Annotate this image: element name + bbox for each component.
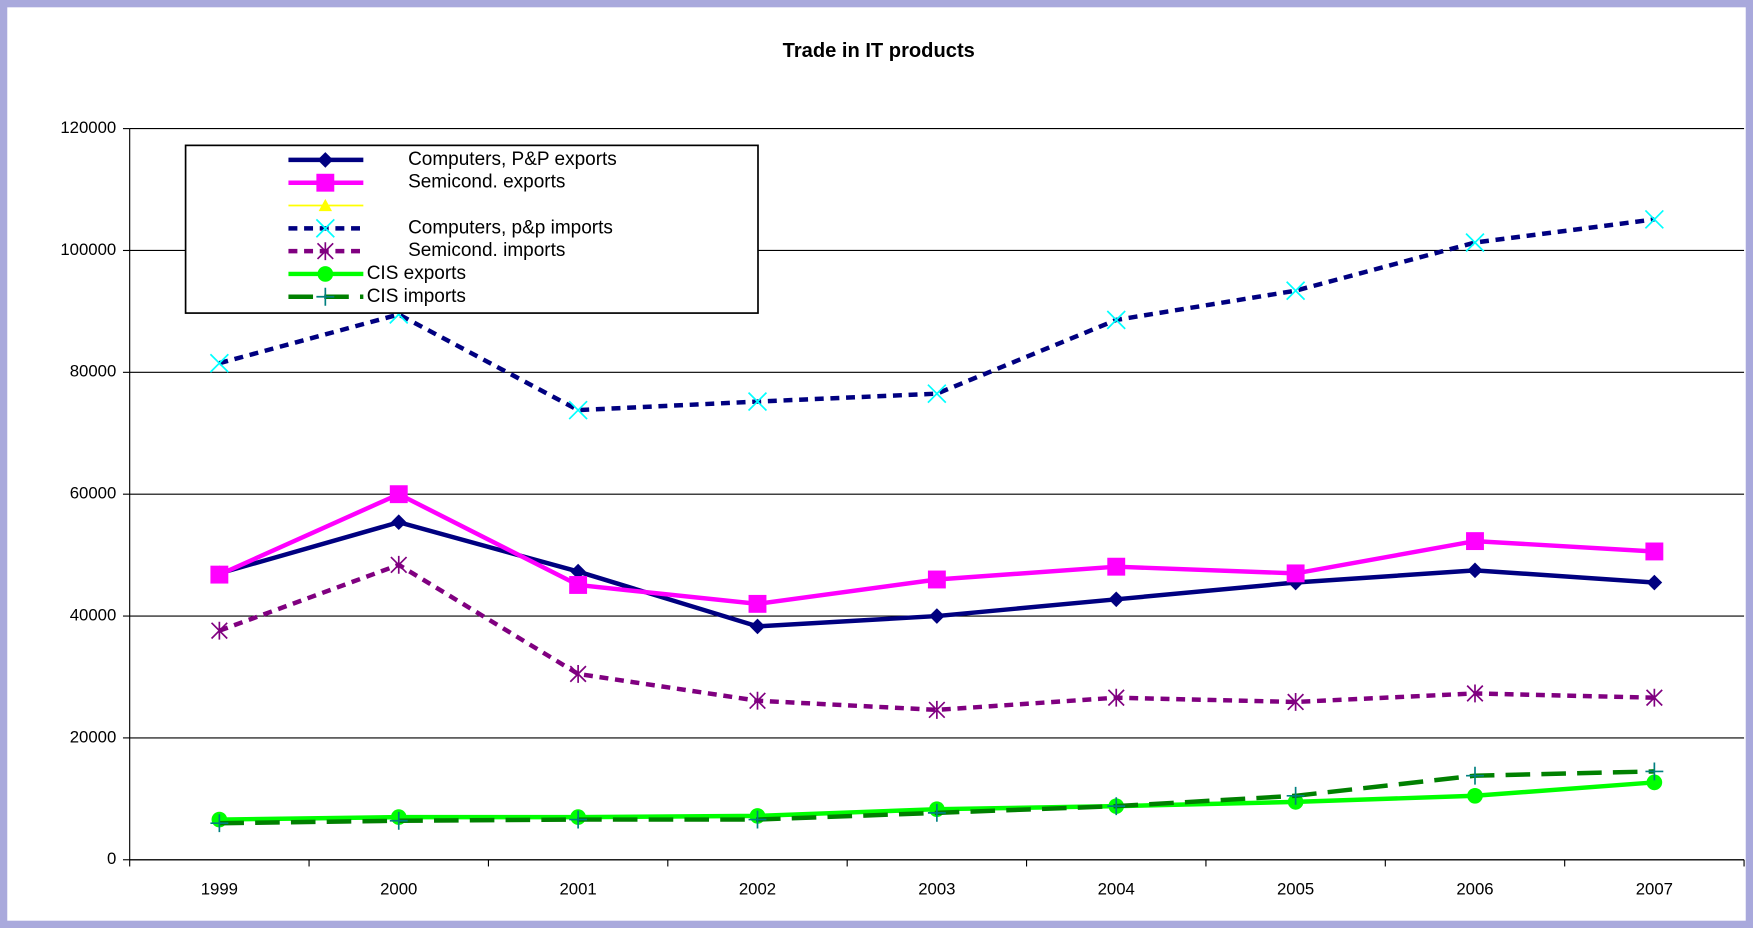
- y-tick-label: 120000: [60, 118, 116, 137]
- chart-title: Trade in IT products: [783, 40, 975, 62]
- marker: [1645, 688, 1663, 707]
- marker: [1645, 762, 1664, 781]
- marker: [390, 555, 408, 574]
- x-tick-label: 2000: [380, 879, 417, 898]
- y-tick-label: 100000: [60, 240, 116, 259]
- legend-box: [184, 144, 759, 314]
- marker: [569, 664, 587, 683]
- marker: [389, 811, 408, 830]
- marker: [747, 392, 768, 412]
- legend-label: Semicond. exports: [408, 172, 565, 193]
- marker: [1107, 797, 1126, 816]
- marker: [569, 810, 588, 829]
- marker: [315, 218, 335, 238]
- marker: [1106, 310, 1126, 330]
- marker: [1286, 786, 1305, 805]
- marker: [210, 814, 229, 833]
- marker: [317, 152, 334, 168]
- legend-label: Semicond. imports: [408, 240, 565, 261]
- marker: [210, 565, 229, 584]
- marker: [748, 810, 767, 829]
- marker: [1467, 787, 1483, 804]
- marker: [389, 485, 408, 504]
- series-line: [218, 562, 1655, 713]
- marker: [749, 618, 766, 635]
- marker: [1644, 209, 1664, 229]
- marker: [568, 400, 588, 420]
- marker: [1646, 574, 1663, 591]
- y-tick-label: 40000: [70, 605, 117, 624]
- marker: [1286, 564, 1305, 583]
- marker: [316, 242, 334, 261]
- marker: [927, 803, 946, 822]
- y-tick-label: 20000: [70, 727, 117, 746]
- marker: [1646, 774, 1663, 791]
- y-tick-label: 0: [107, 849, 116, 868]
- marker: [1465, 233, 1485, 253]
- marker: [928, 700, 946, 719]
- marker: [1466, 532, 1484, 551]
- x-tick-label: 2002: [739, 879, 776, 898]
- marker: [929, 608, 945, 624]
- marker: [1287, 693, 1305, 711]
- legend-label: CIS exports: [367, 263, 466, 284]
- marker: [569, 576, 588, 594]
- y-tick-label: 80000: [70, 362, 117, 381]
- marker: [210, 621, 228, 640]
- marker: [316, 173, 335, 192]
- x-tick-label: 2003: [918, 879, 955, 898]
- marker: [749, 691, 766, 710]
- marker: [1466, 766, 1484, 785]
- marker: [317, 266, 334, 282]
- marker: [927, 570, 946, 589]
- x-tick-label: 2006: [1456, 879, 1493, 898]
- x-tick-label: 2005: [1277, 879, 1314, 898]
- marker: [1108, 591, 1125, 608]
- marker: [1467, 562, 1483, 579]
- marker: [1286, 281, 1306, 301]
- series-line: [218, 217, 1655, 413]
- x-tick-label: 2004: [1098, 879, 1135, 898]
- marker: [209, 353, 229, 373]
- legend-label: Computers, p&p imports: [408, 217, 613, 238]
- legend-label: Computers, P&P exports: [408, 149, 617, 170]
- marker: [927, 384, 947, 404]
- marker: [316, 287, 335, 306]
- marker: [1466, 684, 1484, 703]
- x-tick-label: 1999: [201, 879, 238, 898]
- x-tick-label: 2001: [559, 879, 596, 898]
- y-tick-label: 60000: [70, 484, 117, 503]
- marker: [1107, 688, 1125, 707]
- marker: [1107, 557, 1126, 576]
- marker: [318, 198, 333, 212]
- x-tick-label: 2007: [1636, 879, 1673, 898]
- marker: [748, 594, 767, 613]
- legend-label: CIS imports: [367, 286, 466, 307]
- marker: [1645, 542, 1664, 561]
